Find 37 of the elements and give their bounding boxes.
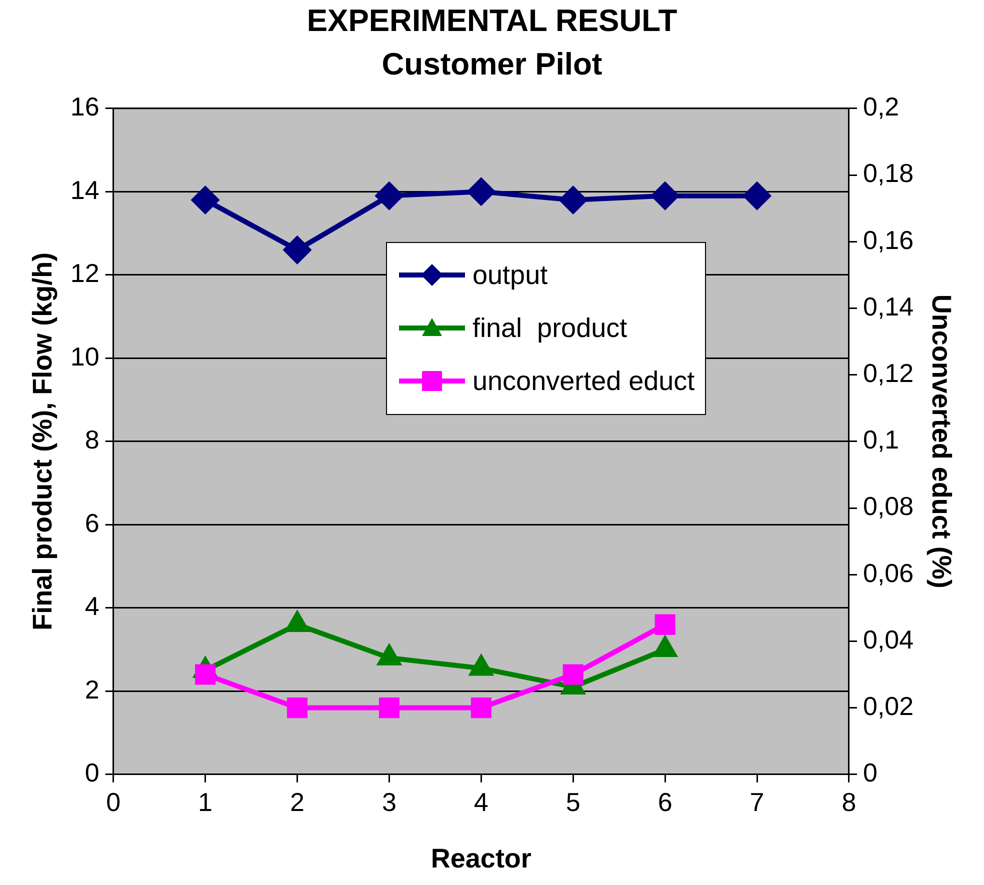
y2-axis-title: Unconverted educt (%)	[926, 294, 956, 588]
y2-tick-label: 0	[862, 758, 878, 788]
y-tick-label: 12	[70, 258, 100, 288]
chart-subtitle: Customer Pilot	[382, 46, 602, 82]
y2-tick-label: 0,1	[862, 424, 900, 455]
x-tick-label: 0	[106, 787, 121, 818]
y2-tick-label: 0,12	[862, 358, 914, 388]
y2-tick-label: 0,02	[862, 690, 914, 721]
x-axis-title: Reactor	[430, 843, 532, 874]
y-tick-label: 14	[70, 174, 100, 205]
y2-tick-label: 0,18	[862, 158, 914, 188]
y2-tick-label: 0,04	[862, 624, 914, 654]
x-tick-label: 1	[198, 787, 213, 818]
x-tick-label: 8	[842, 787, 856, 818]
y-axis-title: Final product (%), Flow (kg/h)	[28, 252, 58, 630]
y-tick-label: 6	[84, 508, 100, 538]
x-tick-label: 7	[750, 787, 764, 818]
y-tick-label: 8	[84, 424, 100, 455]
y-tick-label: 16	[70, 92, 100, 122]
y2-tick-label: 0,06	[862, 558, 914, 588]
y2-tick-label: 0,2	[862, 92, 900, 122]
x-tick-label: 6	[658, 787, 672, 818]
x-tick-label: 4	[474, 787, 488, 818]
y2-tick-label: 0,14	[862, 291, 914, 322]
chart-title: EXPERIMENTAL RESULT	[306, 3, 678, 38]
y-tick-label: 2	[84, 674, 100, 704]
y2-tick-label: 0,08	[862, 491, 914, 522]
legend-label: final product	[472, 312, 628, 344]
y-tick-label: 0	[84, 758, 100, 788]
y2-tick-label: 0,16	[862, 224, 914, 255]
y-tick-label: 4	[84, 591, 100, 622]
legend-label: output	[472, 260, 548, 291]
x-tick-label: 2	[290, 787, 304, 818]
y-tick-label: 10	[70, 341, 100, 372]
x-tick-label: 5	[566, 787, 580, 818]
legend-label: unconverted educt	[472, 366, 695, 397]
x-tick-label: 3	[382, 787, 396, 818]
